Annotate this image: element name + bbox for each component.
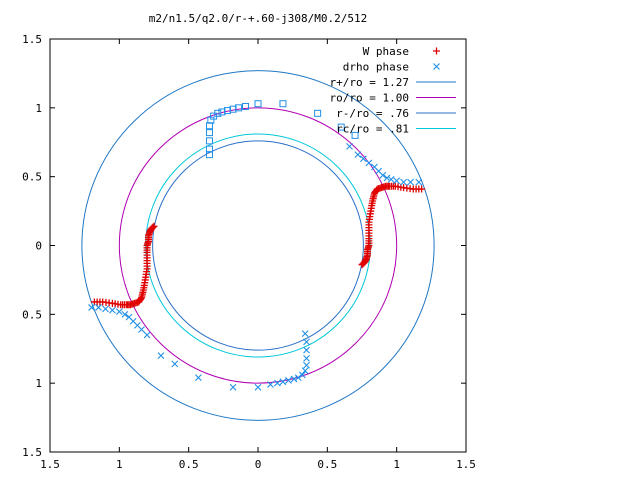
cross-marker [290, 375, 298, 383]
legend-label: drho phase [343, 61, 409, 74]
cross-marker [95, 304, 102, 311]
y-tick-label: 0.5 [22, 308, 42, 321]
circle-r-1 [118, 107, 398, 384]
plus-marker [358, 261, 366, 269]
y-tick-label: 0 [35, 240, 42, 253]
cross-marker [115, 308, 123, 315]
plus-marker [359, 260, 367, 268]
circle-r-0_76 [152, 140, 364, 351]
y-tick-label: 1.5 [22, 33, 42, 46]
legend-label: rc/ro = .81 [336, 123, 409, 136]
cross-marker [294, 374, 302, 382]
circle-r-1_27 [81, 70, 435, 421]
cross-marker [387, 176, 395, 183]
series-plus [90, 182, 426, 309]
cross-marker [88, 304, 95, 311]
cross-marker [254, 383, 262, 391]
cross-marker [393, 177, 401, 185]
square-marker [254, 100, 262, 108]
cross-marker [301, 330, 309, 337]
y-tick-label: 0.5 [22, 171, 42, 184]
cross-marker [379, 171, 387, 179]
legend-label: ro/ro = 1.00 [330, 92, 409, 105]
plus-marker [371, 188, 379, 196]
cross-marker [157, 352, 165, 360]
cross-marker [285, 377, 292, 384]
cross-marker [143, 331, 151, 339]
square-marker [214, 109, 222, 117]
legend-plus-marker [433, 47, 440, 55]
points-layer [88, 100, 426, 391]
cross-marker [359, 155, 367, 163]
legend: W phase drho phase r+/ro = 1.27 ro/ro = 1.0… [330, 45, 456, 136]
cross-marker [400, 178, 407, 186]
square-marker [279, 100, 287, 108]
plus-marker [137, 295, 145, 303]
series-square [205, 100, 359, 159]
cross-marker [298, 371, 306, 379]
y-tick-label: 1.5 [22, 446, 42, 459]
x-tick-label: 1.5 [456, 458, 476, 471]
cross-marker [279, 378, 287, 386]
x-tick-label: 0 [255, 458, 262, 471]
y-tick-label: 1 [35, 102, 42, 115]
legend-cross-marker [433, 63, 440, 70]
square-marker [205, 137, 213, 145]
chart-title: m2/n1.5/q2.0/r-+.60-j308/M0.2/512 [149, 12, 368, 25]
cross-marker [346, 142, 353, 150]
x-tick-label: 1 [393, 458, 400, 471]
cross-marker [229, 383, 237, 391]
square-marker [205, 145, 213, 153]
legend-label: r+/ro = 1.27 [330, 76, 409, 89]
square-marker [337, 123, 345, 131]
cross-marker [354, 151, 362, 159]
cross-marker [365, 159, 373, 167]
cross-marker [274, 379, 281, 387]
cross-marker [121, 310, 129, 318]
cross-marker [138, 326, 145, 333]
cross-marker [415, 178, 423, 186]
square-marker [205, 129, 213, 137]
plot-area: 1.5 1 0.5 0 0.5 1 1.51.510.500.511.5 [22, 33, 476, 471]
cross-marker [303, 338, 310, 346]
cross-marker [102, 305, 109, 313]
cross-marker [303, 361, 310, 369]
x-tick-label: 0.5 [179, 458, 199, 471]
square-marker [235, 104, 243, 112]
x-tick-label: 0.5 [317, 458, 337, 471]
legend-label: W phase [363, 45, 409, 58]
cross-marker [267, 381, 274, 388]
cross-marker [303, 346, 310, 354]
ticks-layer: 1.5 1 0.5 0 0.5 1 1.51.510.500.511.5 [22, 33, 476, 471]
cross-marker [301, 367, 309, 375]
cross-marker [109, 306, 116, 314]
x-tick-label: 1.5 [40, 458, 60, 471]
plus-marker [149, 223, 157, 231]
series-cross [88, 142, 423, 391]
plus-marker [150, 222, 158, 230]
cross-marker [303, 354, 310, 362]
x-tick-label: 1 [116, 458, 123, 471]
cross-marker [194, 374, 202, 382]
legend-label: r-/ro = .76 [336, 107, 409, 120]
square-marker [242, 102, 250, 110]
square-marker [314, 109, 322, 117]
cross-marker [383, 174, 391, 182]
circle-r-0_81 [145, 133, 371, 358]
y-tick-label: 1 [35, 377, 42, 390]
cross-marker [171, 360, 179, 368]
cross-marker [407, 178, 414, 186]
square-marker [351, 131, 359, 139]
